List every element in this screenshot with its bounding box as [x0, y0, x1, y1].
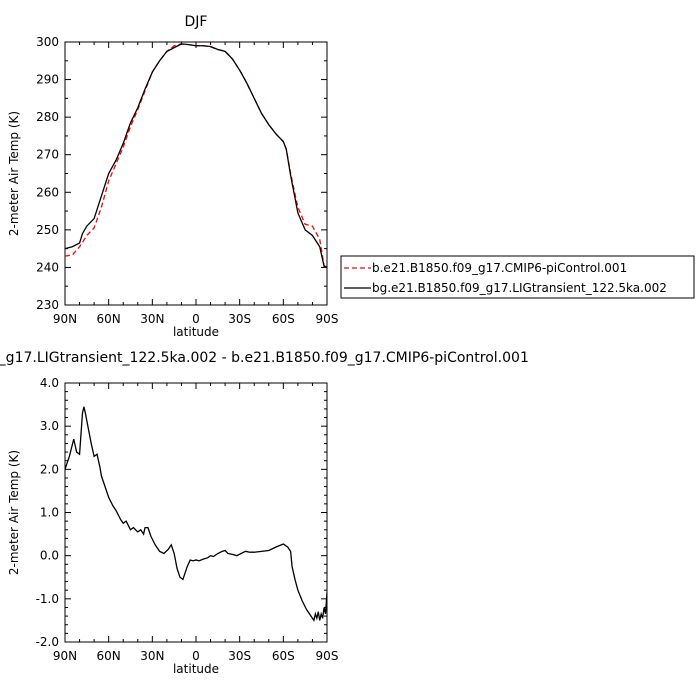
y-tick-label: 240 [36, 260, 59, 274]
x-tick-label: 0 [192, 312, 200, 326]
x-axis-title: latitude [173, 325, 219, 339]
x-tick-label: 90S [316, 312, 339, 326]
y-tick-label: 1.0 [40, 506, 59, 520]
x-tick-label: 60N [97, 649, 121, 663]
legend: b.e21.B1850.f09_g17.CMIP6-piControl.001b… [340, 255, 695, 299]
y-tick-label: 300 [36, 35, 59, 49]
y-tick-label: 260 [36, 185, 59, 199]
x-tick-label: 30S [228, 649, 251, 663]
x-tick-label: 60S [272, 649, 295, 663]
plot-title: bg.e21.B1850.f09_g17.LIGtransient_122.5k… [0, 350, 529, 366]
y-tick-label: 270 [36, 148, 59, 162]
x-tick-label: 0 [192, 649, 200, 663]
chart-1: DJF 90N 60N 30N 0 30S 60S 90S 230 240 250 260 270 280… [7, 14, 695, 339]
x-tick-label: 30S [228, 312, 251, 326]
y-tick-label: 230 [36, 298, 59, 312]
y-tick-label: -2.0 [36, 635, 59, 649]
y-tick-label: -1.0 [36, 592, 59, 606]
series-line-2 [65, 43, 327, 269]
legend-box [340, 255, 695, 299]
x-tick-label: 90S [316, 649, 339, 663]
y-axis-title: 2-meter Air Temp (K) [7, 450, 21, 575]
y-tick-label: 2.0 [40, 462, 59, 476]
legend-label: bg.e21.B1850.f09_g17.LIGtransient_122.5k… [372, 281, 667, 295]
y-axis-title: 2-meter Air Temp (K) [7, 111, 21, 236]
y-tick-label: 280 [36, 110, 59, 124]
x-tick-label: 60S [272, 312, 295, 326]
y-tick-label: 4.0 [40, 376, 59, 390]
legend-label: b.e21.B1850.f09_g17.CMIP6-piControl.001 [372, 261, 627, 275]
x-axis-title: latitude [173, 662, 219, 676]
series-line-1 [65, 406, 327, 623]
plot-title: DJF [185, 14, 208, 30]
x-tick-label: 30N [140, 312, 164, 326]
y-tick-label: 0.0 [40, 549, 59, 563]
plot-frame [64, 41, 328, 306]
y-tick-label: 3.0 [40, 419, 59, 433]
x-tick-label: 90N [53, 312, 77, 326]
chart-2: bg.e21.B1850.f09_g17.LIGtransient_122.5k… [0, 350, 529, 676]
y-tick-label: 250 [36, 223, 59, 237]
x-tick-label: 60N [97, 312, 121, 326]
x-tick-label: 90N [53, 649, 77, 663]
y-tick-label: 290 [36, 73, 59, 87]
plot-frame [64, 382, 328, 643]
x-tick-label: 30N [140, 649, 164, 663]
